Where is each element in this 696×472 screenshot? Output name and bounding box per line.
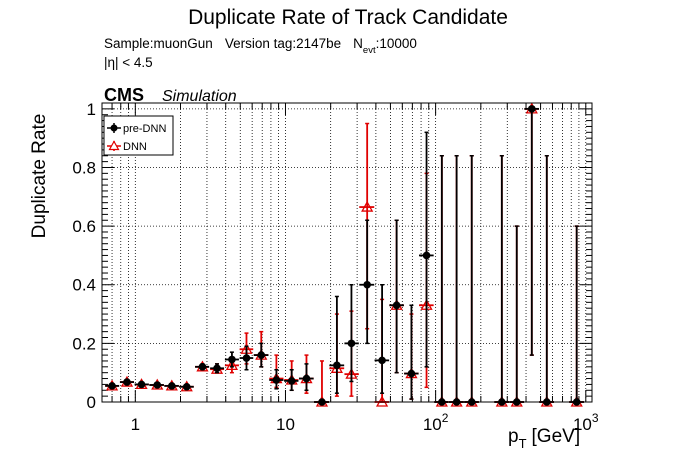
y-tick-label: 0.6 [72,217,96,236]
y-tick-labels: 0 0.2 0.4 0.6 0.8 1 [72,100,96,412]
x-tick-label-base: 10 [276,415,295,434]
data-point [422,251,431,260]
simulation-label: Simulation [162,88,237,105]
data-point [392,301,401,310]
data-point [333,361,341,370]
grid [101,103,592,402]
data-point [528,105,536,113]
n-value-label: :10000 [376,36,417,51]
x-tick-label-base: 1 [131,415,140,434]
x-tick-label-base: 10 [423,415,442,434]
data-point [108,382,116,390]
x-tick-label: 10 [276,415,295,434]
data-point [242,354,251,362]
data-point [407,369,416,378]
data-point [347,339,356,348]
data-point [361,200,374,212]
series-pre-dnn [105,105,584,406]
legend-pre-dnn-marker [110,124,118,132]
x-axis-label: pT [GeV] [508,426,580,451]
y-tick-label: 0.8 [72,158,96,177]
data-point [302,374,311,383]
x-axis-label-unit: [GeV] [532,426,581,447]
y-tick-label: 0.2 [72,334,96,353]
data-point [272,376,281,384]
y-tick-label: 1 [87,100,96,119]
data-point [182,382,191,391]
data-point [378,356,386,365]
x-tick-label-exponent: 3 [592,411,599,425]
legend-pre-dnn-label: pre-DNN [123,123,166,135]
y-tick-label: 0 [87,393,96,412]
data-point [137,380,146,389]
data-point [363,280,371,289]
legend-box [103,115,174,156]
data-point [257,351,266,359]
legend-dnn-marker [108,140,120,151]
version-label: Version tag:2147be [225,36,341,51]
x-tick-label: 1 [131,415,140,434]
x-axis-label-main: p [508,426,519,447]
data-point [153,381,162,389]
plot-frame [101,102,593,403]
data-marks [105,102,584,407]
x-axis-label-sub: T [519,436,527,451]
x-tick-labels: 1 10 102 103 [131,411,599,434]
legend: pre-DNN DNN [103,115,174,156]
data-point [123,378,131,386]
cms-label: CMS [104,85,144,105]
x-tick-label-base: 10 [573,415,592,434]
y-tick-label: 0.4 [72,276,96,295]
data-point [287,377,296,385]
info-line-1: Sample:muonGun Version tag:2147be Nevt:100… [104,36,417,56]
legend-dnn-label: DNN [123,141,147,153]
data-point [198,363,207,371]
data-point [225,359,239,371]
x-tick-label-exponent: 2 [442,411,449,425]
chart-title: Duplicate Rate of Track Candidate [188,6,508,29]
eta-cut-label: |η| < 4.5 [104,55,153,70]
x-tick-label: 102 [423,411,449,434]
n-label: N [353,36,363,51]
sample-label: Sample:muonGun [104,36,213,51]
data-point [228,355,236,364]
n-sub-label: evt [363,45,376,56]
data-point [213,364,221,373]
x-tick-label: 103 [573,411,599,434]
y-axis-label: Duplicate Rate [29,114,50,239]
data-point [168,382,176,390]
